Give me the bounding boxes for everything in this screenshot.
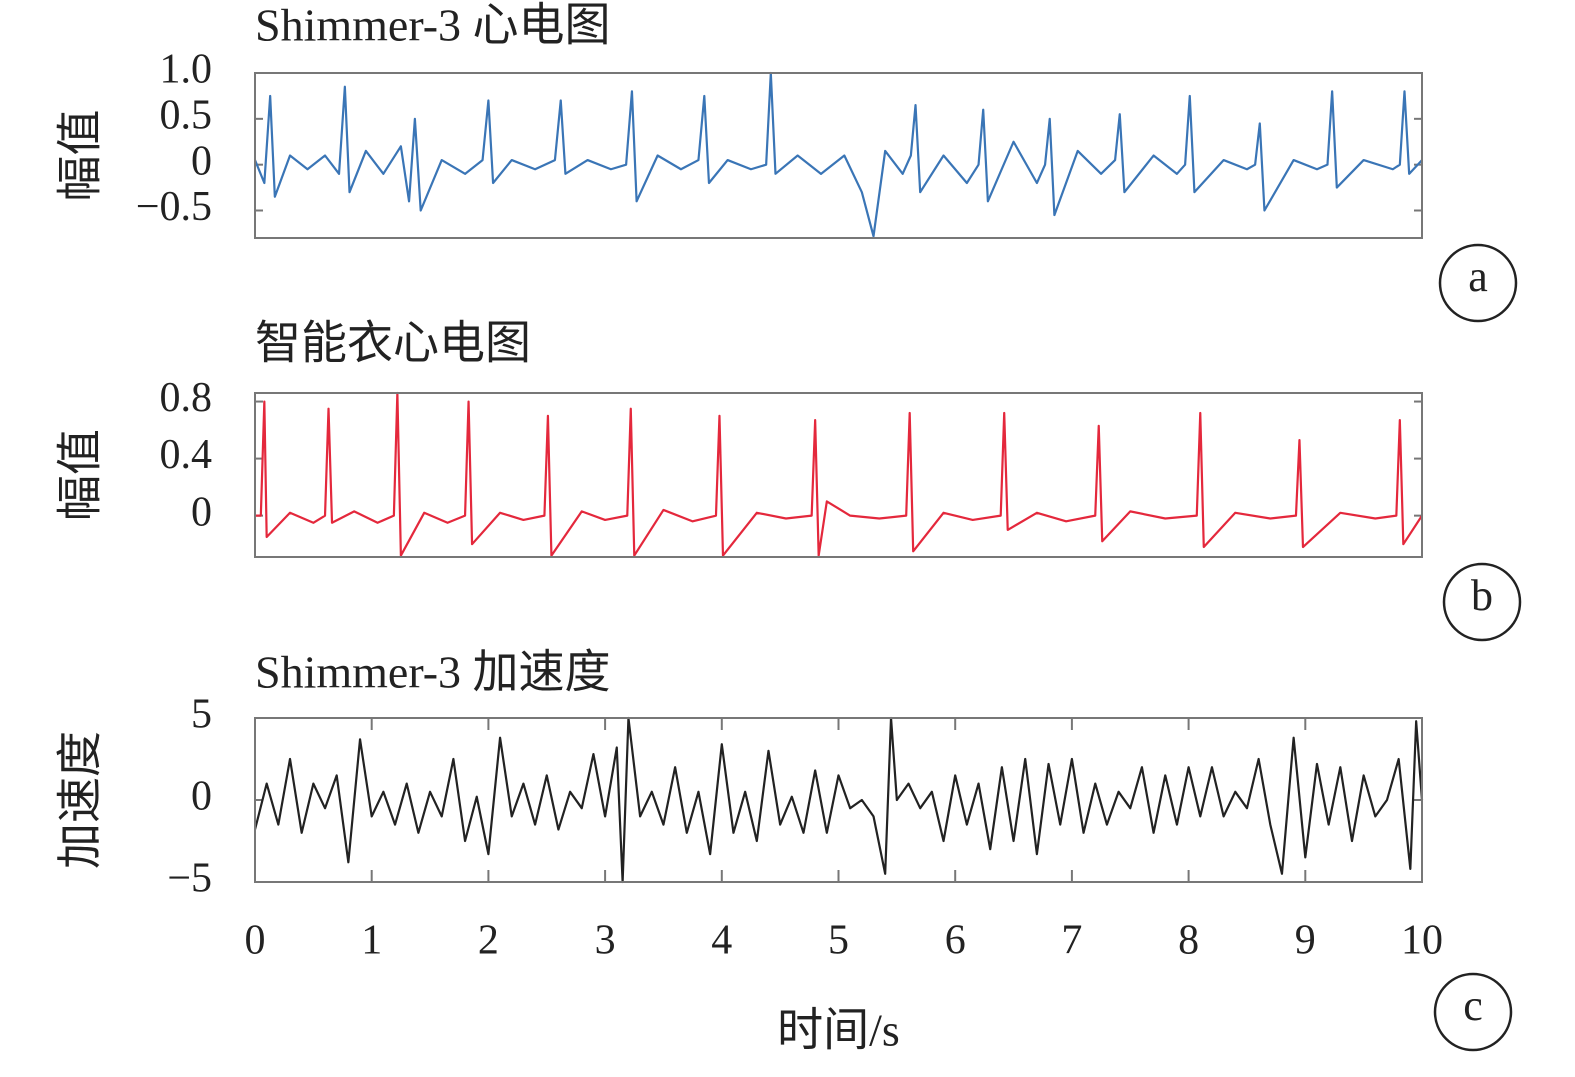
panel-label: b xyxy=(1471,571,1493,620)
y-tick-label: −0.5 xyxy=(136,184,212,230)
y-tick-label: 0.4 xyxy=(160,432,213,478)
x-tick-label: 6 xyxy=(945,918,966,964)
panel-title: Shimmer-3 加速度 xyxy=(255,647,611,698)
x-tick-label: 1 xyxy=(361,918,382,964)
x-tick-label: 9 xyxy=(1295,918,1316,964)
x-axis-label: 时间/s xyxy=(777,1005,900,1056)
panel-circle xyxy=(1438,243,1518,323)
y-tick-label: 5 xyxy=(191,692,212,738)
y-tick-label: 0 xyxy=(191,138,212,184)
plot-frame xyxy=(254,717,1423,883)
plot-frame xyxy=(254,72,1423,239)
signal-line xyxy=(253,71,1423,238)
x-tick-label: 4 xyxy=(711,918,732,964)
x-tick-label: 2 xyxy=(478,918,499,964)
x-tick-label: 0 xyxy=(245,918,266,964)
panel-label: c xyxy=(1463,981,1483,1030)
y-tick-label: 0 xyxy=(191,489,212,535)
x-tick-label: 7 xyxy=(1061,918,1082,964)
x-tick-label: 3 xyxy=(595,918,616,964)
x-tick-label: 8 xyxy=(1178,918,1199,964)
y-axis-label: 幅值 xyxy=(55,429,106,521)
signal-line xyxy=(253,716,1424,884)
panel-circle xyxy=(1442,562,1522,642)
y-tick-label: −5 xyxy=(167,856,212,902)
y-tick-label: 0 xyxy=(191,774,212,820)
y-axis-label: 加速度 xyxy=(55,731,106,869)
panel-title: 智能衣心电图 xyxy=(255,318,531,369)
y-tick-label: 1.0 xyxy=(160,47,213,93)
panel-label: a xyxy=(1468,252,1488,301)
x-tick-label: 10 xyxy=(1401,918,1443,964)
y-tick-label: 0.5 xyxy=(160,92,213,138)
panel-circle xyxy=(1433,972,1513,1052)
plot-frame xyxy=(254,392,1423,558)
x-tick-label: 5 xyxy=(828,918,849,964)
signal-line xyxy=(255,391,1423,557)
y-tick-label: 0.8 xyxy=(160,375,213,421)
y-axis-label: 幅值 xyxy=(55,110,106,202)
panel-title: Shimmer-3 心电图 xyxy=(255,0,611,51)
